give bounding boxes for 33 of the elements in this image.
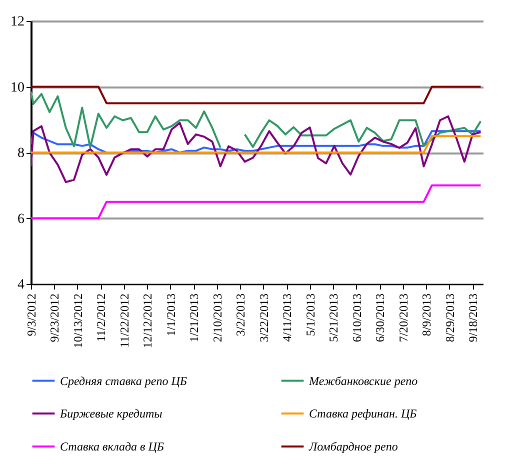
x-tick-label: 5/21/2013 <box>326 294 341 342</box>
x-tick-label: 11/22/2012 <box>117 294 132 348</box>
line-series <box>31 130 482 154</box>
x-tick-label: 3/22/2013 <box>256 294 271 342</box>
x-tick-label: 11/2/2012 <box>94 294 108 342</box>
x-tick-label: 9/18/2013 <box>466 294 480 342</box>
x-tick-label: 5/1/2013 <box>303 294 318 336</box>
x-tick-label: 10/13/2012 <box>70 294 85 348</box>
x-tick-label: 6/30/2013 <box>373 294 388 342</box>
x-tick-label: 6/10/2013 <box>350 294 364 342</box>
x-tick-label: 7/20/2013 <box>396 294 410 342</box>
x-tick-label: 12/12/2012 <box>140 294 155 348</box>
y-tick-label: 6 <box>18 212 24 227</box>
x-tick-label: 1/1/2013 <box>164 294 178 336</box>
x-tick-label: 2/10/2013 <box>210 294 224 342</box>
y-tick-label: 10 <box>10 80 24 96</box>
x-tick-label: 4/11/2013 <box>280 294 294 342</box>
legend-label: Ломбардное репо <box>308 440 398 454</box>
x-tick-label: 1/21/2013 <box>187 294 202 342</box>
x-tick-label: 9/3/2012 <box>24 294 38 336</box>
y-tick-label: 4 <box>18 278 24 292</box>
x-tick-label: 3/2/2013 <box>234 294 248 336</box>
line-series <box>31 115 482 184</box>
legend-label: Ставка рефинан. ЦБ <box>309 406 417 420</box>
legend-label: Биржевые кредиты <box>59 406 162 420</box>
x-tick-label: 9/23/2012 <box>48 294 62 342</box>
y-tick-label: 8 <box>18 146 24 161</box>
legend-label: Межбанковские репо <box>308 374 418 388</box>
y-tick-label: 12 <box>10 14 24 30</box>
legend-label: Ставка вклада в ЦБ <box>60 440 164 454</box>
x-tick-label: 8/29/2013 <box>442 294 457 342</box>
legend-label: Средняя ставка репо ЦБ <box>60 374 187 388</box>
x-tick-label: 8/9/2013 <box>420 294 434 336</box>
